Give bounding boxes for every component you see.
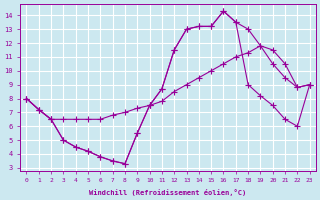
X-axis label: Windchill (Refroidissement éolien,°C): Windchill (Refroidissement éolien,°C) [90, 189, 247, 196]
